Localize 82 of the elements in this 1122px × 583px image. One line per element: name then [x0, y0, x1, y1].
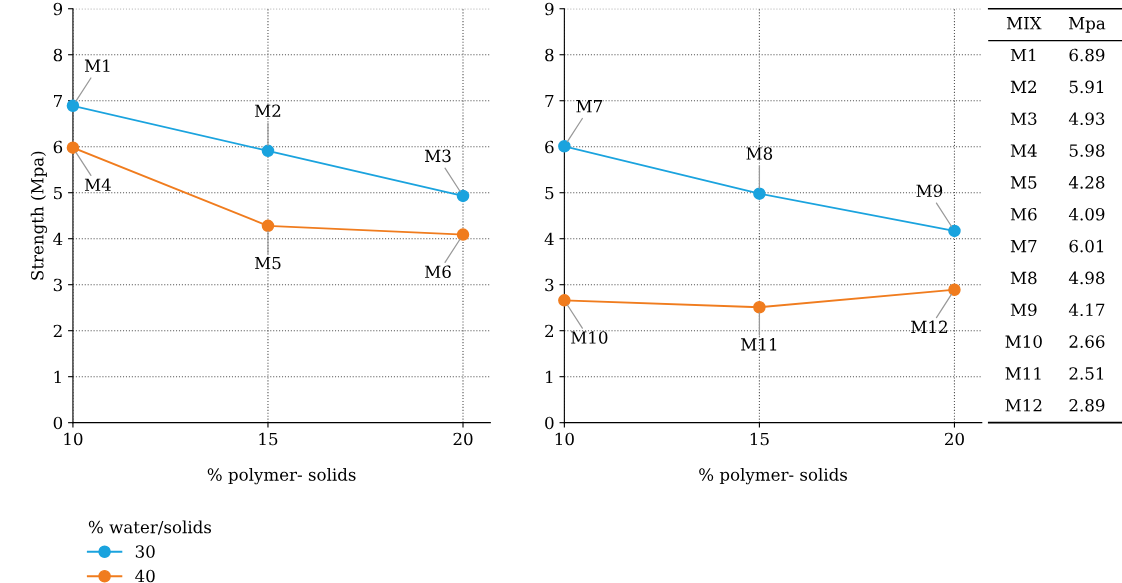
category-label: M4	[1010, 144, 1037, 157]
category-label: M7	[1010, 240, 1037, 253]
y-tick-label: 0	[53, 416, 63, 430]
point	[66, 99, 80, 113]
data-label: 4.93	[1068, 112, 1105, 126]
y-tick-label: 2	[53, 324, 62, 338]
annotation: M3	[425, 149, 451, 163]
data-label: 6.01	[1069, 239, 1104, 253]
category-label: M12	[1005, 398, 1042, 412]
text: Mpa	[1068, 17, 1106, 33]
y-tick-label: 4	[53, 232, 63, 246]
y-tick-label: 2	[545, 324, 554, 338]
y-tick-label: 9	[53, 2, 63, 16]
category-label: M3	[1010, 112, 1037, 126]
data-label: 5.91	[1069, 80, 1104, 94]
point	[261, 144, 275, 158]
annotation: M5	[254, 256, 281, 270]
y-tick-label: 7	[54, 94, 62, 108]
category-label: M5	[1010, 176, 1037, 189]
point	[456, 228, 470, 241]
data-label: 4.17	[1068, 303, 1105, 317]
category-label: M1	[1010, 48, 1036, 62]
category-label: M8	[1010, 271, 1037, 285]
x-tick-label: 20	[453, 432, 473, 446]
x-axis-title: % polymer- solids	[207, 467, 356, 485]
y-tick-label: 8	[545, 48, 554, 62]
annotation: M6	[425, 265, 451, 279]
annotation: M8	[746, 147, 773, 160]
y-axis-title: Strength (Mpa)	[30, 151, 48, 280]
legend-title: % water/solids	[88, 520, 212, 535]
point	[753, 187, 766, 200]
x-axis-title: % polymer- solids	[699, 467, 848, 485]
category-label: M6	[1010, 207, 1037, 221]
data-label: 2.66	[1069, 335, 1105, 348]
y-tick-label: 3	[545, 278, 554, 292]
y-tick-label: 6	[53, 140, 63, 154]
annotation: M4	[84, 178, 111, 191]
annotation: M12	[911, 320, 947, 333]
y-tick-label: 4	[544, 232, 554, 246]
point	[948, 283, 961, 297]
y-tick-label: 8	[53, 48, 63, 62]
x-tick-label: 15	[259, 432, 278, 446]
data-label: 4.98	[1068, 271, 1105, 285]
y-tick-label: 3	[53, 278, 62, 292]
point	[558, 140, 571, 153]
y-tick-label: 1	[546, 370, 553, 384]
annotation: M11	[741, 338, 777, 351]
annotation: M2	[254, 104, 281, 117]
point	[66, 141, 80, 154]
y-tick-label: 5	[54, 186, 62, 200]
x-tick-label: 20	[944, 432, 964, 446]
point	[753, 300, 766, 314]
annotation: M9	[916, 184, 943, 198]
point	[948, 224, 961, 238]
point	[261, 219, 275, 233]
annotation: M1	[84, 59, 110, 72]
x-tick-label: 15	[750, 432, 769, 446]
data-label: 2.51	[1069, 367, 1104, 380]
category-label: M10	[1005, 335, 1042, 348]
legend-label: 40	[135, 569, 155, 583]
legend-label: 30	[135, 545, 155, 558]
y-tick-label: 7	[545, 94, 554, 108]
point	[456, 189, 470, 203]
point	[558, 294, 571, 307]
annotation: M10	[571, 331, 608, 344]
y-tick-label: 5	[545, 186, 554, 200]
y-tick-label: 0	[545, 416, 554, 430]
y-tick-label: 1	[54, 370, 61, 384]
data-label: 5.98	[1069, 144, 1105, 157]
category-label: M11	[1005, 367, 1041, 380]
category-label: M2	[1010, 80, 1037, 93]
data-label: 6.89	[1069, 48, 1105, 62]
x-tick-label: 10	[555, 432, 574, 446]
text: MIX	[1006, 17, 1042, 30]
y-tick-label: 6	[545, 140, 554, 154]
y-tick-label: 9	[545, 2, 554, 16]
data-label: 4.09	[1068, 207, 1105, 221]
category-label: M9	[1010, 303, 1037, 317]
annotation: M7	[576, 100, 602, 113]
data-label: 2.89	[1069, 398, 1105, 412]
x-tick-label: 10	[64, 432, 83, 446]
data-label: 4.28	[1068, 176, 1105, 189]
